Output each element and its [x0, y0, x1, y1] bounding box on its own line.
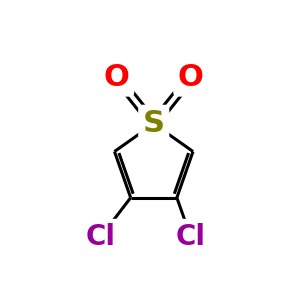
Text: O: O	[104, 63, 130, 92]
Text: S: S	[143, 109, 165, 138]
Text: O: O	[178, 63, 204, 92]
Text: Cl: Cl	[176, 223, 206, 251]
Text: Cl: Cl	[85, 223, 116, 251]
